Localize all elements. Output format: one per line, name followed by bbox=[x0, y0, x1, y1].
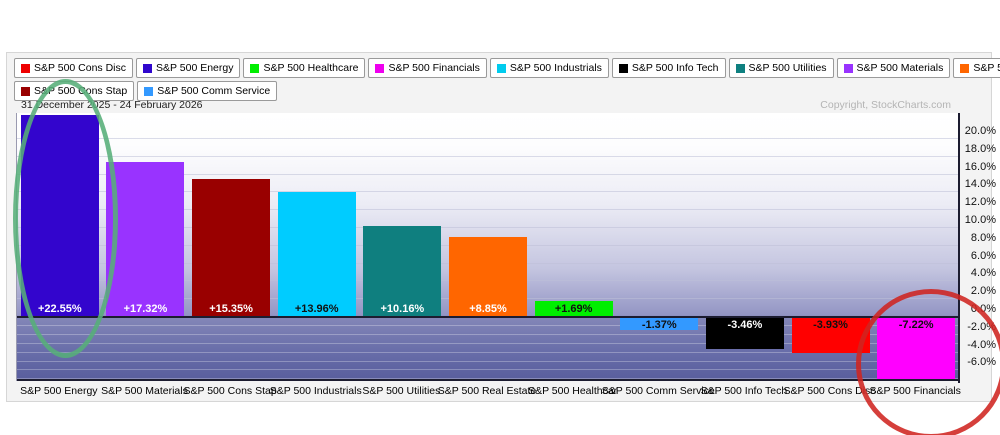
legend-item[interactable]: S&P 500 Materials bbox=[836, 58, 951, 78]
legend-item[interactable]: S&P 500 Cons Disc bbox=[14, 58, 134, 78]
y-tick-label: 2.0% bbox=[970, 285, 996, 298]
legend-item[interactable]: S&P 500 Financials bbox=[368, 58, 487, 78]
plot-area: +22.55% +17.32% +15.35% +13.96% +10.16% +8.85… bbox=[16, 113, 959, 381]
legend-item-label: S&P 500 Real Estate bbox=[973, 62, 1000, 74]
annotation-green-ellipse bbox=[13, 79, 118, 358]
legend-item-label: S&P 500 Info Tech bbox=[631, 62, 719, 74]
x-tick-label: S&P 500 Healthcar bbox=[528, 385, 618, 397]
x-axis-line bbox=[17, 379, 959, 381]
gridline bbox=[17, 360, 959, 362]
gridline bbox=[17, 351, 959, 353]
legend-item[interactable]: S&P 500 Industrials bbox=[489, 58, 609, 78]
legend-item-label: S&P 500 Energy bbox=[156, 62, 234, 74]
bar-s-p-500-utilities: +10.16% bbox=[363, 225, 442, 316]
bar-s-p-500-real-estate: +8.85% bbox=[449, 237, 527, 316]
bar-value-label: +1.69% bbox=[554, 302, 593, 315]
bar-value-label: +13.96% bbox=[294, 302, 339, 315]
bar-value-label: -3.93% bbox=[813, 319, 848, 331]
legend-item[interactable]: S&P 500 Comm Service bbox=[137, 81, 278, 101]
legend-item-label: S&P 500 Materials bbox=[856, 62, 944, 74]
x-tick-label: S&P 500 Comm Service bbox=[601, 385, 715, 397]
legend-swatch-icon bbox=[250, 63, 260, 73]
bar-s-p-500-industrials: +13.96% bbox=[277, 191, 356, 316]
gridline bbox=[17, 369, 959, 371]
x-tick-label: S&P 500 Cons Stap bbox=[183, 385, 277, 397]
y-tick-label: 12.0% bbox=[964, 196, 996, 209]
gridline bbox=[17, 324, 959, 326]
legend-swatch-icon bbox=[496, 63, 506, 73]
legend-row-2: S&P 500 Cons Stap S&P 500 Comm Service bbox=[14, 81, 1000, 101]
legend-item[interactable]: S&P 500 Utilities bbox=[728, 58, 834, 78]
legend-swatch-icon bbox=[735, 63, 745, 73]
x-tick-label: S&P 500 Industrials bbox=[269, 385, 362, 397]
x-tick-label: S&P 500 Energy bbox=[20, 385, 98, 397]
legend-item-label: S&P 500 Industrials bbox=[509, 62, 602, 74]
bar-value-label: +17.32% bbox=[123, 302, 168, 315]
x-axis-labels: S&P 500 Energy S&P 500 Materials S&P 500 C… bbox=[16, 385, 961, 399]
legend-swatch-icon bbox=[21, 86, 30, 96]
x-tick-label: S&P 500 Real Estate bbox=[437, 385, 537, 397]
legend-swatch-icon bbox=[960, 63, 970, 73]
gridline bbox=[17, 209, 959, 211]
gridline bbox=[17, 378, 959, 380]
legend-item[interactable]: S&P 500 Info Tech bbox=[611, 58, 726, 78]
legend-swatch-icon bbox=[618, 63, 628, 73]
legend-row-1: S&P 500 Cons Disc S&P 500 Energy S&P 500 H… bbox=[14, 58, 1000, 78]
x-tick-label: S&P 500 Utilities bbox=[362, 385, 441, 397]
y-tick-label: 4.0% bbox=[970, 267, 996, 280]
gridline bbox=[17, 138, 959, 139]
y-tick-label: 8.0% bbox=[970, 231, 996, 244]
legend-item[interactable]: S&P 500 Healthcare bbox=[243, 58, 366, 78]
gridline bbox=[17, 191, 959, 193]
y-tick-label: 20.0% bbox=[964, 125, 996, 137]
legend-item[interactable]: S&P 500 Real Estate bbox=[953, 58, 1000, 78]
y-tick-label: 16.0% bbox=[964, 160, 996, 173]
y-axis-line bbox=[958, 113, 960, 383]
legend-item-label: S&P 500 Financials bbox=[388, 62, 480, 74]
bar-s-p-500-comm-service: -1.37% bbox=[620, 318, 699, 331]
legend-item-label: S&P 500 Utilities bbox=[748, 62, 827, 74]
zero-line bbox=[17, 316, 959, 318]
bar-value-label: +8.85% bbox=[469, 302, 507, 315]
gridline bbox=[17, 342, 959, 344]
y-tick-label: 14.0% bbox=[964, 178, 996, 191]
legend-swatch-icon bbox=[143, 63, 153, 73]
y-tick-label: 6.0% bbox=[970, 249, 996, 262]
chart-widget: S&P 500 Cons Disc S&P 500 Energy S&P 500 H… bbox=[6, 52, 1000, 402]
annotation-red-ellipse bbox=[856, 289, 1000, 435]
legend-swatch-icon bbox=[144, 86, 154, 96]
gridline bbox=[17, 333, 959, 335]
x-tick-label: S&P 500 Info Tech bbox=[700, 385, 788, 397]
gridline bbox=[17, 173, 959, 175]
x-tick-label: S&P 500 Materials bbox=[101, 385, 188, 397]
gridline bbox=[17, 227, 959, 228]
legend-item-label: S&P 500 Healthcare bbox=[263, 62, 359, 74]
bar-s-p-500-cons-stap: +15.35% bbox=[192, 179, 271, 316]
bar-value-label: -3.46% bbox=[727, 319, 763, 331]
bar-s-p-500-cons-disc: -3.93% bbox=[791, 318, 870, 353]
bar-value-label: -1.37% bbox=[641, 319, 677, 331]
bar-s-p-500-materials: +17.32% bbox=[106, 161, 185, 316]
bar-s-p-500-healthcare: +1.69% bbox=[534, 300, 613, 316]
legend-item[interactable]: S&P 500 Energy bbox=[136, 58, 241, 78]
legend-swatch-icon bbox=[375, 63, 385, 73]
legend-item-label: S&P 500 Comm Service bbox=[157, 85, 271, 97]
bar-value-label: +15.35% bbox=[209, 302, 253, 315]
y-tick-label: 10.0% bbox=[964, 214, 996, 226]
bar-s-p-500-info-tech: -3.46% bbox=[705, 318, 784, 349]
legend-item-label: S&P 500 Cons Disc bbox=[34, 62, 127, 74]
x-tick-label: S&P 500 Cons Disc bbox=[783, 385, 876, 397]
legend-swatch-icon bbox=[21, 63, 30, 73]
y-tick-label: 18.0% bbox=[964, 142, 996, 155]
copyright-label: Copyright, StockCharts.com bbox=[820, 99, 951, 111]
bar-value-label: +10.16% bbox=[380, 302, 425, 315]
chart-legend: S&P 500 Cons Disc S&P 500 Energy S&P 500 H… bbox=[14, 58, 1000, 104]
legend-swatch-icon bbox=[843, 63, 853, 73]
gridline bbox=[17, 155, 959, 157]
